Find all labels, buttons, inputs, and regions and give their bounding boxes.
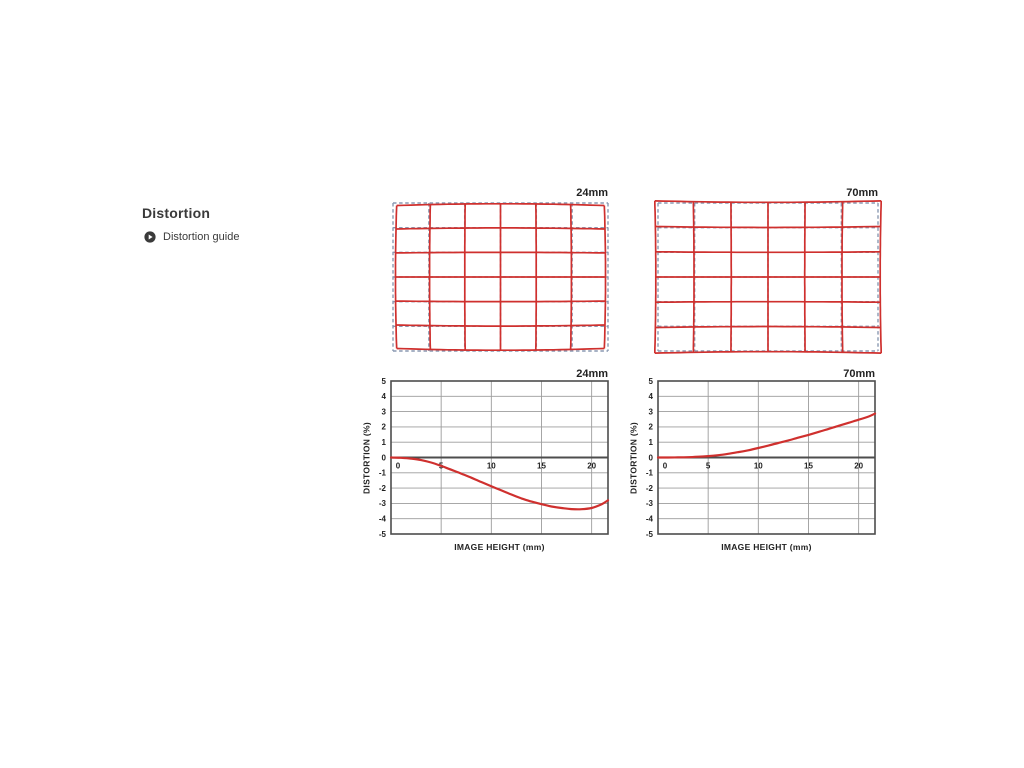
svg-text:3: 3: [649, 407, 654, 416]
svg-text:-2: -2: [379, 484, 387, 493]
distortion-guide-label: Distortion guide: [163, 231, 240, 243]
distortion-chart-24mm: 24mm DISTORTION (%) -5 -4 -3 -2 -1 0 1 2 3 4 5 0 5 10…: [355, 368, 617, 564]
page-title: Distortion: [142, 205, 211, 222]
svg-text:5: 5: [649, 377, 654, 386]
svg-text:10: 10: [487, 462, 496, 471]
gridlines: [658, 381, 875, 534]
svg-text:20: 20: [854, 462, 863, 471]
distorted-grid: [654, 200, 882, 354]
distortion-chart-70mm: 70mm DISTORTION (%) -5 -4 -3 -2 -1 0 1 2 3 4 5 0 5 10…: [622, 368, 884, 564]
svg-text:-5: -5: [379, 530, 387, 539]
distortion-curve: [389, 456, 610, 511]
svg-text:-3: -3: [379, 499, 387, 508]
distortion-grid-figure-70mm: 70mm: [654, 187, 882, 359]
distortion-grid-diagram: [392, 202, 609, 352]
svg-text:5: 5: [382, 377, 387, 386]
svg-text:3: 3: [382, 407, 387, 416]
x-tick-labels: 0 5 10 15 20: [663, 462, 864, 471]
svg-text:0: 0: [396, 462, 401, 471]
distortion-grid-figure-24mm: 24mm: [389, 187, 612, 359]
svg-text:20: 20: [587, 462, 596, 471]
svg-text:-1: -1: [379, 469, 387, 478]
distortion-grid-diagram: [654, 200, 882, 354]
play-icon: [144, 231, 156, 243]
svg-text:-5: -5: [646, 530, 654, 539]
svg-text:0: 0: [663, 462, 668, 471]
svg-text:2: 2: [382, 423, 387, 432]
svg-text:0: 0: [649, 453, 654, 462]
focal-length-label: 24mm: [576, 368, 608, 380]
gridlines: [391, 381, 608, 534]
svg-text:4: 4: [649, 392, 654, 401]
x-axis-title: IMAGE HEIGHT (mm): [721, 542, 812, 552]
svg-text:5: 5: [706, 462, 711, 471]
svg-text:-3: -3: [646, 499, 654, 508]
distortion-guide-link[interactable]: Distortion guide: [144, 231, 239, 243]
focal-length-label: 70mm: [846, 187, 878, 199]
svg-text:15: 15: [537, 462, 546, 471]
svg-text:-1: -1: [646, 469, 654, 478]
svg-text:1: 1: [649, 438, 654, 447]
distortion-curve: [656, 412, 877, 459]
focal-length-label: 24mm: [576, 187, 608, 199]
svg-text:15: 15: [804, 462, 813, 471]
distorted-grid: [394, 202, 607, 352]
svg-text:-4: -4: [646, 515, 654, 524]
svg-text:2: 2: [649, 423, 654, 432]
y-tick-labels: -5 -4 -3 -2 -1 0 1 2 3 4 5: [646, 377, 654, 539]
svg-text:1: 1: [382, 438, 387, 447]
svg-text:0: 0: [382, 453, 387, 462]
svg-text:-4: -4: [379, 515, 387, 524]
x-axis-title: IMAGE HEIGHT (mm): [454, 542, 545, 552]
chart-plot: -5 -4 -3 -2 -1 0 1 2 3 4 5 0 5 10 15 20: [646, 377, 877, 539]
y-tick-labels: -5 -4 -3 -2 -1 0 1 2 3 4 5: [379, 377, 387, 539]
svg-text:10: 10: [754, 462, 763, 471]
focal-length-label: 70mm: [843, 368, 875, 380]
svg-text:-2: -2: [646, 484, 654, 493]
x-tick-labels: 0 5 10 15 20: [396, 462, 597, 471]
svg-text:4: 4: [382, 392, 387, 401]
